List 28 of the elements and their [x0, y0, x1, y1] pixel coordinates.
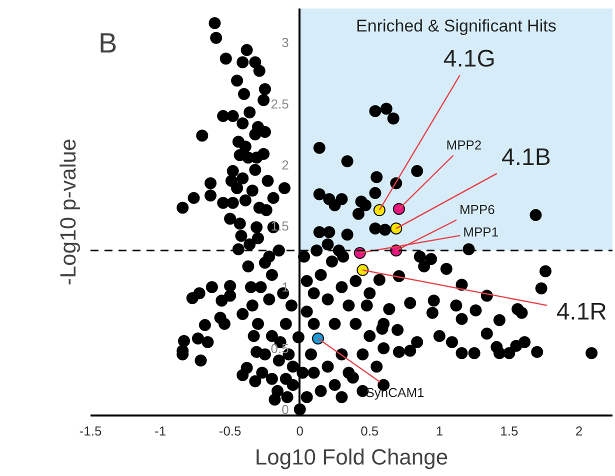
- annotation: 4.1R: [556, 298, 608, 326]
- y-tick-label: 2.5: [270, 96, 289, 112]
- point: [390, 222, 402, 234]
- band-label: Enriched & Significant Hits: [356, 16, 556, 36]
- annotation: MPP2: [446, 137, 482, 152]
- x-tick-label: 0.5: [360, 424, 379, 438]
- y-tick-label: 2: [282, 157, 289, 172]
- y-tick-label: 3: [282, 35, 289, 50]
- y-tick-label: 0: [282, 402, 289, 417]
- y-axis-title: -Log10 p-value: [56, 138, 80, 286]
- annotation: SynCAM1: [366, 385, 424, 400]
- x-tick-label: 1: [436, 424, 444, 438]
- point: [373, 204, 386, 216]
- point: [312, 332, 324, 344]
- annotation: 4.1B: [501, 144, 551, 171]
- x-tick-label: 1.5: [500, 424, 518, 438]
- annotation: MPP1: [463, 224, 499, 240]
- annotation: 4.1G: [443, 46, 496, 73]
- x-tick-label: -1.5: [79, 424, 102, 438]
- x-tick-label: 0: [296, 424, 304, 438]
- annotation: B: [98, 28, 118, 58]
- x-axis-title: Log10 Fold Change: [254, 444, 448, 470]
- point: [356, 264, 369, 276]
- point: [392, 202, 405, 215]
- x-tick-label: -1: [154, 424, 166, 438]
- x-tick-label: -0.5: [218, 424, 242, 438]
- x-tick-label: 2: [575, 424, 583, 438]
- annotation: MPP6: [459, 202, 495, 217]
